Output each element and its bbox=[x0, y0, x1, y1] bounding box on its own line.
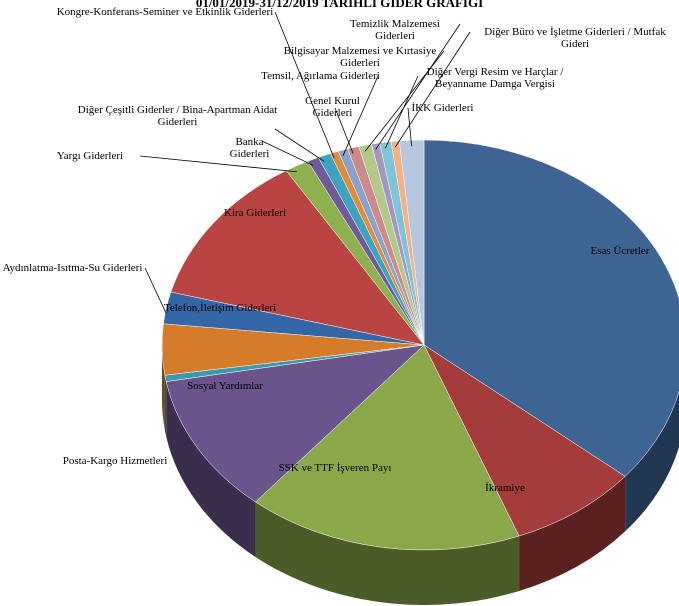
slice-side bbox=[625, 391, 679, 532]
leader-line bbox=[334, 107, 354, 154]
slice bbox=[423, 344, 626, 537]
slice-label: Sosyal Yardımlar bbox=[187, 380, 263, 392]
slice-label: Diğer Çeşitli Giderler / Bina-Apartman A… bbox=[77, 104, 278, 128]
slice-label: Kira Giderleri bbox=[224, 207, 286, 219]
slice bbox=[255, 344, 520, 551]
leader-line bbox=[407, 107, 413, 147]
slice-label: Temsil, Ağırlama Giderleri bbox=[261, 70, 380, 82]
slice-label: İkramiye bbox=[485, 482, 525, 494]
leader-line bbox=[394, 31, 471, 148]
slice-label: Temizlik Malzemesi Giderleri bbox=[350, 18, 440, 42]
slice-label: Aydınlatma-Isıtma-Su Giderleri bbox=[2, 262, 143, 274]
slice-label: Banka Giderleri bbox=[229, 136, 270, 160]
leader-line bbox=[385, 75, 419, 149]
slice-label: Yargı Giderleri bbox=[56, 150, 124, 162]
slice-label: Diğer Büro ve İşletme Giderleri / Mutfak… bbox=[484, 26, 666, 50]
slice-label: Bilgisayar Malzemesi ve Kırtasiye Giderl… bbox=[283, 45, 437, 69]
slice bbox=[423, 139, 679, 477]
leader-line bbox=[139, 155, 297, 173]
chart-title: 01/01/2019-31/12/2019 TARİHLİ GİDER GRAF… bbox=[195, 0, 484, 10]
slice-label: Esas Ücretler bbox=[590, 245, 650, 257]
slice-label: Diğer Vergi Resim ve Harçlar / Beyanname… bbox=[426, 66, 564, 90]
leader-line bbox=[144, 267, 167, 314]
slice-label: Posta-Kargo Hizmetleri bbox=[62, 455, 168, 467]
slice-side bbox=[166, 381, 256, 557]
slice-label: SSK ve TTF İşveren Payı bbox=[278, 462, 392, 474]
leader-line bbox=[261, 140, 314, 166]
slice-side bbox=[162, 345, 165, 431]
slice-label: Genel Kurul Giderleri bbox=[305, 95, 360, 119]
slice-side bbox=[519, 476, 626, 592]
leader-line bbox=[274, 128, 325, 162]
slice bbox=[165, 344, 425, 503]
slice-side bbox=[255, 501, 520, 605]
slice-label: Telefon,İletişim Giderleri bbox=[163, 302, 277, 314]
slice-side bbox=[164, 375, 167, 437]
slice-label: İKK Giderleri bbox=[411, 102, 474, 114]
leader-line bbox=[375, 23, 461, 150]
slice bbox=[170, 170, 425, 346]
leader-line bbox=[274, 11, 335, 159]
slice-label: Kongre-Konferans-Seminer ve Etkinlik Gid… bbox=[56, 6, 274, 18]
